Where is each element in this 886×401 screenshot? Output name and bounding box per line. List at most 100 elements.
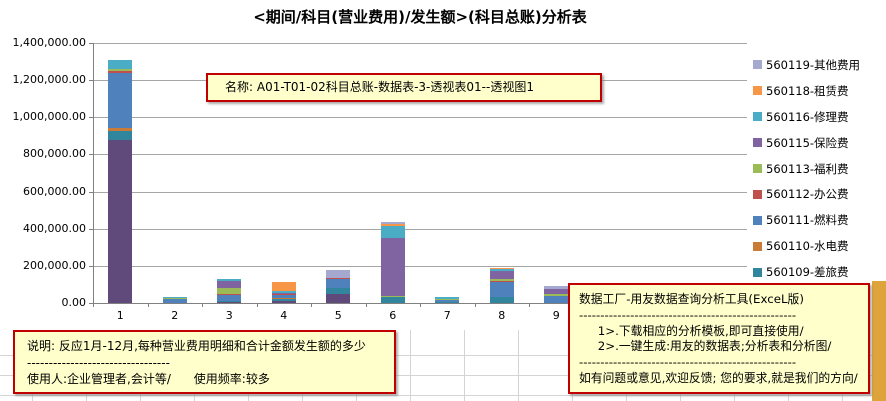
legend-label: 560110-水电费 [766, 239, 849, 254]
legend-swatch [753, 112, 762, 122]
info-line: 如有问题或意见,欢迎反馈; 您的要求,就是我们的方向/ [579, 370, 858, 385]
bar-segment-560109-cat1[interactable] [108, 130, 133, 140]
bar-segment-560113-cat7[interactable] [435, 298, 460, 300]
bar-segment-560115-cat6[interactable] [380, 237, 405, 296]
tool-info-textbox[interactable]: 数据工厂-用友数据查询分析工具(ExceL版) ----------------… [568, 283, 870, 394]
bar-segment-560116-cat8[interactable] [489, 268, 514, 271]
legend-swatch [753, 86, 762, 96]
bar-segment-560118-cat4[interactable] [271, 282, 296, 291]
bar-segment-560109-cat7[interactable] [435, 301, 460, 303]
bar-segment-560118-cat6[interactable] [380, 223, 405, 226]
bar-segment-560116-cat1[interactable] [108, 59, 133, 69]
bar-segment-560109-cat4[interactable] [271, 298, 296, 302]
bar-segment-560116-cat4[interactable] [271, 290, 296, 293]
bar-segment-560112-cat8[interactable] [489, 280, 514, 283]
bar-segment-560113-cat1[interactable] [108, 68, 133, 71]
legend-swatch [753, 267, 762, 277]
bar-segment-560111-cat3[interactable] [217, 294, 242, 302]
x-axis-tick-label: 7 [443, 309, 451, 322]
bar-segment-560111-cat8[interactable] [489, 282, 514, 298]
y-axis-tick-label: 1,400,000.00 [12, 36, 86, 49]
y-gridline [93, 43, 747, 44]
bar-segment-560118-cat8[interactable] [489, 267, 514, 269]
bar-segment-560115-cat3[interactable] [217, 280, 242, 289]
info-divider: ----------------------------------------… [579, 307, 797, 322]
legend-swatch [753, 215, 762, 225]
legend-item[interactable]: 560118-租赁费 [753, 78, 886, 104]
bar-segment-560116-cat7[interactable] [435, 297, 460, 299]
legend-swatch [753, 60, 762, 70]
y-axis-tick [89, 228, 93, 230]
bar-segment-560119-cat5[interactable] [326, 270, 351, 278]
info-divider: ----------------------------------------… [579, 355, 797, 370]
y-gridline [93, 154, 747, 156]
x-axis-tick [529, 303, 530, 307]
bar-segment-560113-cat6[interactable] [380, 295, 405, 298]
bar-segment-560113-cat8[interactable] [489, 278, 514, 281]
bar-segment-560116-cat6[interactable] [380, 225, 405, 238]
legend-item[interactable]: 560116-修理费 [753, 104, 886, 130]
bar-segment-560108-cat1[interactable] [108, 139, 133, 303]
bar-segment-560112-cat3[interactable] [217, 293, 242, 295]
legend-item[interactable]: 560112-办公费 [753, 181, 886, 207]
x-axis-tick-label: 8 [498, 309, 506, 322]
bar-segment-560116-cat2[interactable] [162, 296, 187, 298]
legend-item[interactable]: 560111-燃料费 [753, 207, 886, 233]
bar-segment-560111-cat1[interactable] [108, 72, 133, 128]
x-axis-tick-label: 3 [225, 309, 233, 322]
y-axis-tick [89, 117, 93, 119]
x-axis-tick-label: 2 [171, 309, 179, 322]
bar-segment-560111-cat5[interactable] [326, 279, 351, 289]
bar-segment-560111-cat2[interactable] [162, 298, 187, 303]
bar-segment-560111-cat7[interactable] [435, 299, 460, 302]
bar-segment-560109-cat6[interactable] [380, 297, 405, 303]
bar-segment-560108-cat5[interactable] [326, 294, 351, 303]
bar-segment-560116-cat3[interactable] [217, 278, 242, 281]
legend-label: 560119-其他费用 [766, 57, 861, 72]
bar-segment-560112-cat1[interactable] [108, 70, 133, 73]
y-gridline [93, 117, 747, 119]
desc-line: 使用人:企业管理者,会计等/ 使用频率:较多 [27, 372, 270, 386]
bar-segment-560110-cat4[interactable] [271, 298, 296, 299]
legend-item[interactable]: 560113-福利费 [753, 156, 886, 182]
bar-segment-560113-cat9[interactable] [544, 294, 569, 296]
legend-item[interactable]: 560115-保险费 [753, 130, 886, 156]
bar-segment-560109-cat8[interactable] [489, 297, 514, 303]
x-axis-tick [202, 303, 203, 307]
legend-label: 560113-福利费 [766, 161, 849, 176]
x-axis-tick [93, 303, 94, 307]
bar-segment-560110-cat1[interactable] [108, 127, 133, 131]
info-line: 数据工厂-用友数据查询分析工具(ExceL版) [579, 292, 804, 306]
bar-segment-560109-cat3[interactable] [217, 301, 242, 303]
bar-segment-560115-cat8[interactable] [489, 270, 514, 279]
desc-divider: --------------------------------- [27, 355, 170, 370]
legend-item[interactable]: 560119-其他费用 [753, 52, 886, 78]
bar-segment-560113-cat2[interactable] [162, 297, 187, 299]
chart-name-textbox[interactable]: 名称: A01-T01-02科目总账-数据表-3-透视表01--透视图1 [206, 73, 602, 102]
bar-segment-560115-cat4[interactable] [271, 292, 296, 294]
x-axis-tick [311, 303, 312, 307]
legend-item[interactable]: 560109-差旅费 [753, 259, 886, 285]
legend-swatch [753, 138, 762, 148]
legend: 560119-其他费用 560118-租赁费 560116-修理费 560115-保险… [753, 52, 886, 311]
bar-segment-560113-cat3[interactable] [217, 288, 242, 294]
bar-segment-560119-cat9[interactable] [544, 286, 569, 290]
bar-segment-560111-cat9[interactable] [544, 295, 569, 303]
legend-item[interactable]: 560110-水电费 [753, 233, 886, 259]
x-axis-tick [474, 303, 476, 307]
bar-segment-560108-cat3[interactable] [217, 302, 242, 303]
y-gridline [93, 265, 747, 267]
bar-segment-560112-cat4[interactable] [271, 293, 296, 295]
description-textbox[interactable]: 说明: 反应1月-12月,每种营业费用明细和合计金额发生额的多少 -------… [13, 330, 396, 394]
legend-label: 560111-燃料费 [766, 213, 849, 228]
bar-segment-560109-cat5[interactable] [326, 288, 351, 295]
bar-segment-560115-cat9[interactable] [544, 289, 569, 295]
bar-segment-560112-cat5[interactable] [326, 277, 351, 280]
y-axis-tick [89, 303, 93, 304]
legend-label: 560115-保险费 [766, 135, 849, 150]
bar-segment-560119-cat6[interactable] [380, 222, 405, 224]
bar-segment-560108-cat4[interactable] [271, 301, 296, 303]
legend-label: 560112-办公费 [766, 187, 849, 202]
bar-segment-560111-cat4[interactable] [271, 294, 296, 299]
